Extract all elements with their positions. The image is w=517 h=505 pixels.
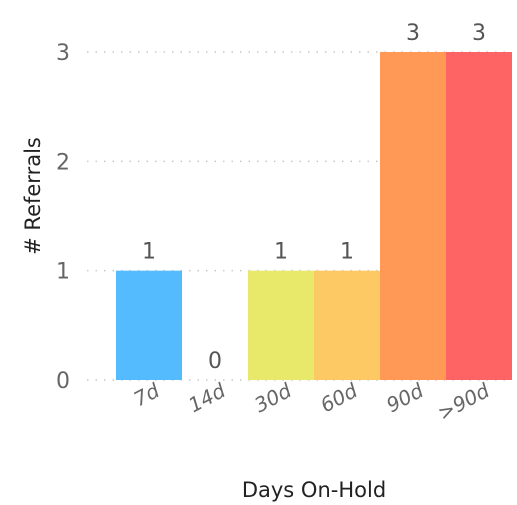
- y-tick-label: 1: [56, 260, 70, 285]
- data-label: 1: [340, 240, 354, 265]
- y-tick-label: 3: [56, 41, 70, 66]
- x-axis-title: Days On-Hold: [242, 478, 386, 502]
- y-axis-title: # Referrals: [21, 137, 45, 255]
- bar-60d: [314, 270, 380, 380]
- x-tick-label: 7d: [130, 378, 164, 411]
- data-label: 0: [208, 349, 222, 374]
- x-tick-label: 14d: [184, 378, 229, 417]
- bar-90d: [446, 52, 512, 380]
- bar-90d: [380, 52, 446, 380]
- y-axis-ticks: 0 1 2 3: [56, 41, 70, 394]
- y-tick-label: 2: [56, 150, 70, 175]
- x-tick-label: 60d: [316, 378, 361, 417]
- x-tick-label: 30d: [250, 378, 295, 417]
- data-label: 1: [142, 240, 156, 265]
- x-axis-ticks: 7d 14d 30d 60d 90d >90d: [130, 378, 494, 425]
- data-label: 1: [274, 240, 288, 265]
- bar-30d: [248, 270, 314, 380]
- x-tick-label: 90d: [382, 378, 427, 417]
- x-tick-label: >90d: [434, 378, 494, 425]
- data-labels: 1 0 1 1 3 3: [142, 21, 486, 374]
- y-tick-label: 0: [56, 369, 70, 394]
- data-label: 3: [472, 21, 486, 46]
- data-label: 3: [406, 21, 420, 46]
- bar-7d: [116, 270, 182, 380]
- bars: [116, 52, 512, 380]
